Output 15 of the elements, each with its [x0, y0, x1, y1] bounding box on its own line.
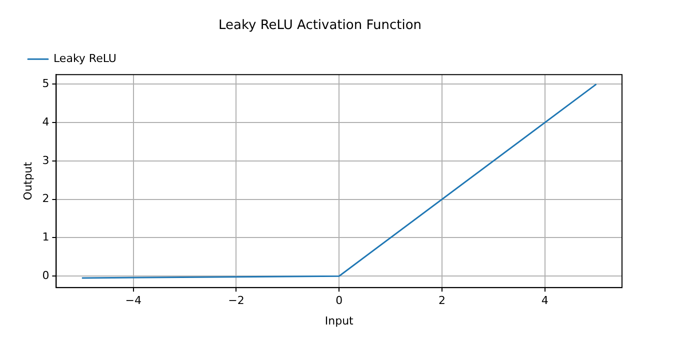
chart-title: Leaky ReLU Activation Function: [218, 18, 422, 34]
x-axis-title: Input: [324, 314, 354, 328]
x-tick-label: −4: [125, 294, 142, 308]
y-tick-label: 1: [42, 230, 50, 244]
y-tick-label: 0: [42, 268, 50, 282]
x-tick-label: 4: [541, 294, 548, 308]
y-tick-label: 5: [42, 77, 50, 90]
y-axis-title: Output: [21, 161, 34, 200]
y-tick-label: 4: [42, 115, 50, 128]
x-tick-label: 0: [336, 294, 343, 308]
y-tick-label: 2: [42, 192, 50, 206]
x-tick-label: −2: [228, 294, 244, 308]
x-tick-label: 2: [438, 294, 446, 308]
y-tick-label: 3: [42, 154, 50, 167]
legend-label: Leaky ReLU: [54, 52, 116, 65]
